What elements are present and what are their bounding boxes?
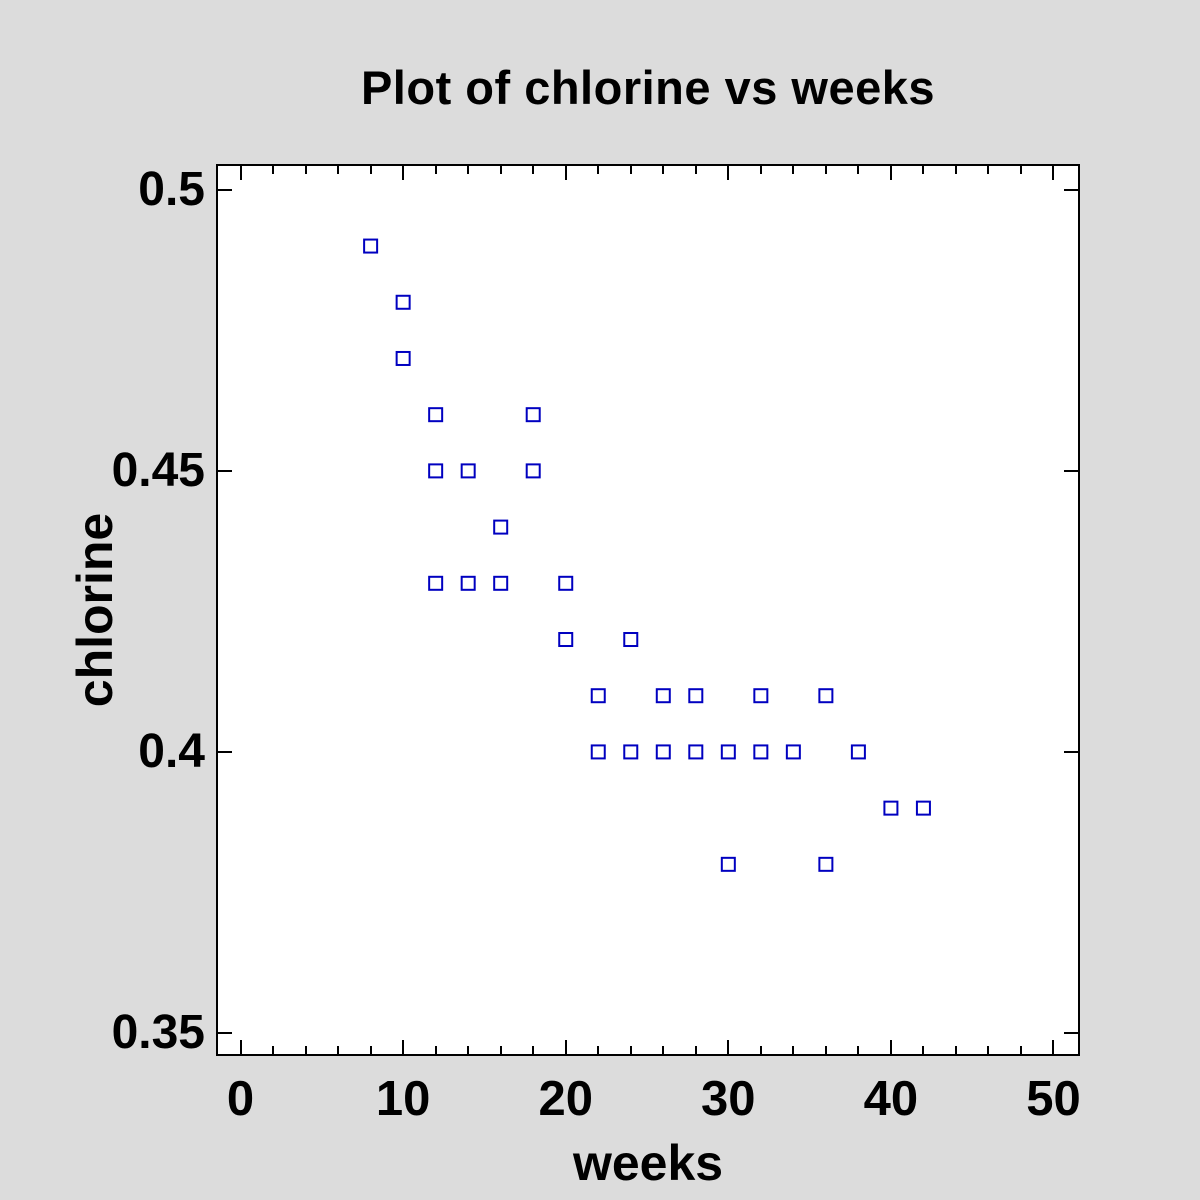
data-point-marker: [428, 407, 444, 423]
data-point-marker: [558, 632, 574, 648]
data-point-marker: [753, 688, 769, 704]
data-point-marker: [623, 744, 639, 760]
data-point-marker: [688, 744, 704, 760]
data-point-marker: [785, 744, 801, 760]
data-point-marker: [395, 350, 411, 366]
data-point-marker: [590, 688, 606, 704]
data-point-marker: [818, 856, 834, 872]
data-point-marker: [428, 575, 444, 591]
data-point-marker: [558, 575, 574, 591]
data-point-marker: [883, 800, 899, 816]
data-point-marker: [915, 800, 931, 816]
data-point-marker: [460, 575, 476, 591]
data-point-marker: [850, 744, 866, 760]
data-point-marker: [363, 238, 379, 254]
data-point-marker: [428, 463, 444, 479]
data-point-marker: [493, 575, 509, 591]
plot-frame: [216, 164, 1080, 1056]
data-point-marker: [655, 744, 671, 760]
data-point-marker: [655, 688, 671, 704]
data-point-marker: [395, 294, 411, 310]
x-axis-label: weeks: [572, 1135, 724, 1191]
data-point-marker: [720, 856, 736, 872]
data-point-marker: [818, 688, 834, 704]
data-point-marker: [753, 744, 769, 760]
data-point-marker: [688, 688, 704, 704]
data-point-marker: [590, 744, 606, 760]
data-point-marker: [493, 519, 509, 535]
chart-title: Plot of chlorine vs weeks: [360, 61, 936, 114]
data-point-marker: [525, 407, 541, 423]
data-point-marker: [460, 463, 476, 479]
data-point-marker: [720, 744, 736, 760]
data-point-marker: [525, 463, 541, 479]
data-point-marker: [623, 632, 639, 648]
